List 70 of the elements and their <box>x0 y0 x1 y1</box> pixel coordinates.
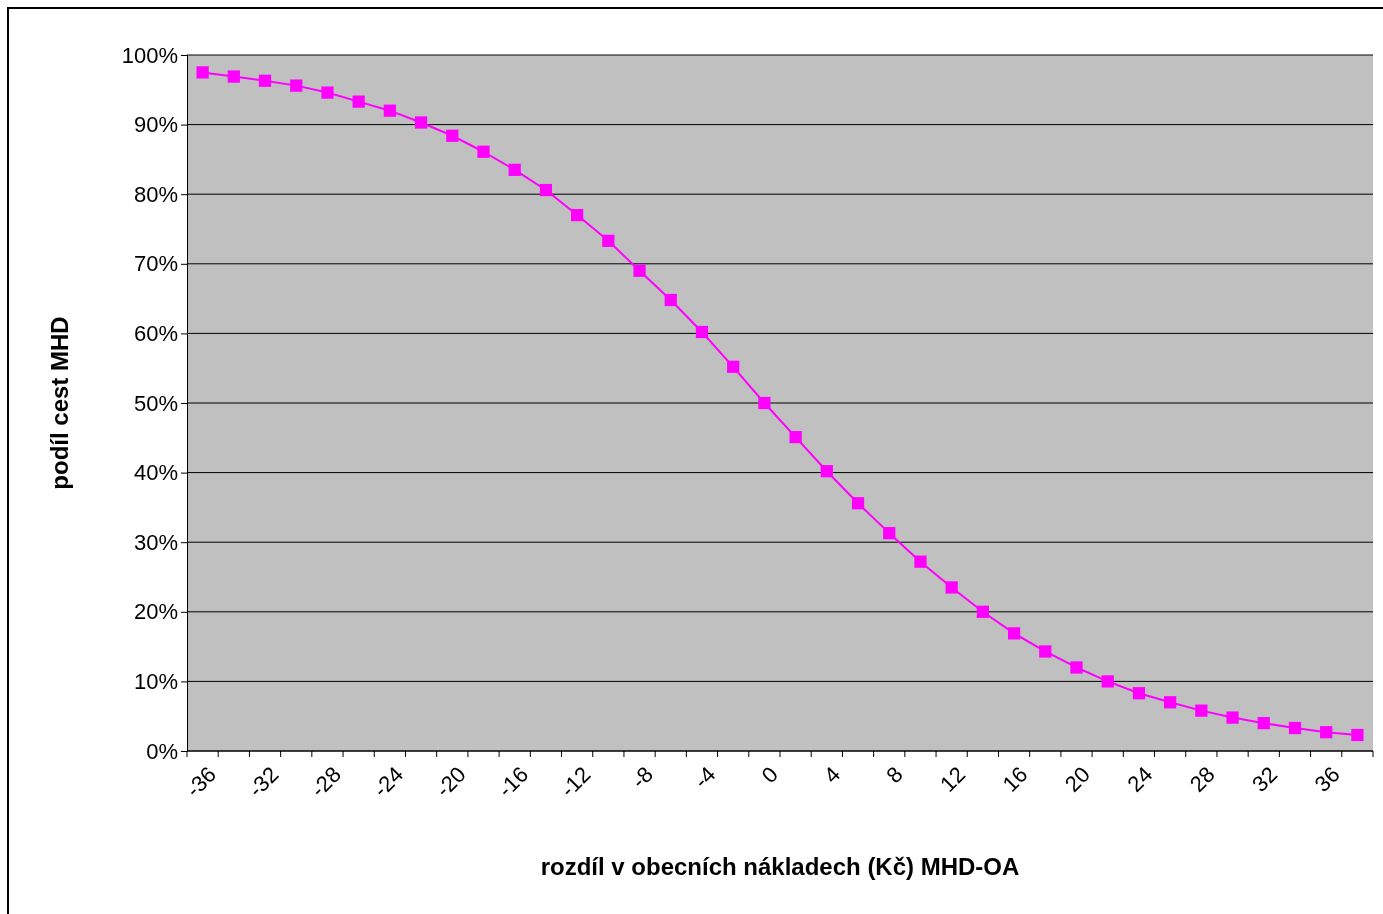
x-tick-label: 8 <box>881 761 908 789</box>
point <box>383 104 396 117</box>
point <box>851 497 865 510</box>
point <box>1039 645 1052 658</box>
x-tick-label: 16 <box>997 761 1033 797</box>
x-axis-title: rozdíl v obecních nákladech (Kč) MHD-OA <box>540 853 1020 880</box>
point <box>1070 661 1083 674</box>
point <box>1288 721 1302 735</box>
y-tick-label: 30% <box>133 529 178 555</box>
point <box>1101 675 1114 688</box>
point <box>727 360 740 373</box>
point <box>758 396 771 410</box>
point <box>446 129 459 142</box>
y-tick-label: 100% <box>121 42 178 68</box>
point <box>914 555 927 568</box>
point <box>1132 687 1146 700</box>
point <box>258 74 272 87</box>
x-tick-label: 28 <box>1184 761 1220 797</box>
point <box>508 163 521 176</box>
y-axis-title: podíl cest MHD <box>46 316 73 490</box>
x-tick-label: -36 <box>180 761 222 802</box>
y-tick-label: 80% <box>133 181 178 207</box>
point <box>352 95 365 108</box>
x-tick-label: 20 <box>1059 761 1095 797</box>
point <box>1226 711 1239 724</box>
point <box>1007 627 1021 640</box>
x-tick-label: -4 <box>688 761 721 794</box>
x-tick-label: 36 <box>1309 761 1345 797</box>
point <box>976 605 989 618</box>
point <box>695 325 709 339</box>
x-tick-label: 0 <box>756 761 783 789</box>
x-tick-label: 4 <box>818 761 846 789</box>
point <box>321 86 334 99</box>
point <box>664 293 677 307</box>
point <box>477 145 490 158</box>
y-tick-label: 20% <box>133 599 178 625</box>
point <box>602 234 615 247</box>
x-tick-label: -12 <box>555 761 596 802</box>
x-tick-label: 24 <box>1122 761 1158 797</box>
x-tick-label: -32 <box>243 761 284 802</box>
point <box>1195 704 1208 717</box>
point <box>1257 717 1270 730</box>
point <box>290 79 303 92</box>
point <box>945 581 958 594</box>
y-tick-label: 40% <box>133 460 178 486</box>
point <box>883 527 896 540</box>
point <box>820 465 833 478</box>
x-tick-label: -8 <box>626 761 658 794</box>
point <box>633 264 646 277</box>
point <box>571 208 584 222</box>
x-tick-label: 12 <box>935 761 971 797</box>
point <box>227 70 240 83</box>
y-tick-label: 10% <box>133 668 178 694</box>
x-tick-label: -24 <box>368 761 409 802</box>
x-tick-label: -28 <box>305 761 346 802</box>
point <box>789 430 802 444</box>
point <box>414 116 428 129</box>
point <box>539 183 553 197</box>
y-tick-label: 60% <box>133 320 178 346</box>
x-tick-label: -16 <box>492 761 534 802</box>
y-tick-label: 70% <box>133 251 178 277</box>
y-tick-label: 90% <box>133 112 178 138</box>
point <box>1320 726 1333 739</box>
point <box>196 66 209 79</box>
x-tick-label: 32 <box>1247 761 1283 797</box>
point <box>1164 696 1177 709</box>
x-tick-label: -20 <box>430 761 471 802</box>
y-tick-label: 0% <box>146 738 178 764</box>
y-tick-label: 50% <box>133 390 178 416</box>
point <box>1351 728 1364 742</box>
